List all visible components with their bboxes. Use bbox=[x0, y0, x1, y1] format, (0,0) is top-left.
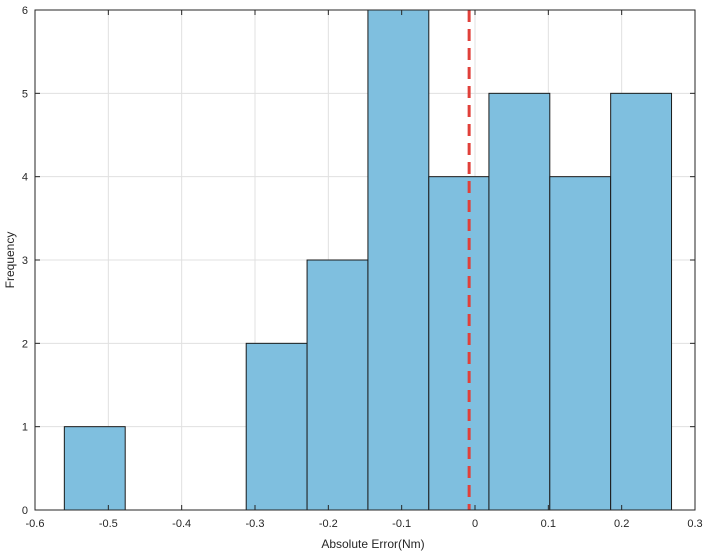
x-tick-label: 0.1 bbox=[541, 518, 556, 530]
histogram-bar bbox=[306, 259, 369, 511]
histogram-bar bbox=[428, 176, 490, 511]
y-tick-label: 3 bbox=[22, 255, 28, 267]
y-tick-label: 6 bbox=[22, 5, 28, 17]
y-tick-label: 4 bbox=[22, 172, 28, 184]
x-tick-label: -0.2 bbox=[319, 518, 338, 530]
histogram-bar bbox=[488, 92, 551, 511]
x-tick-label: 0.2 bbox=[614, 518, 629, 530]
axes bbox=[34, 9, 696, 511]
x-tick-label: 0.3 bbox=[687, 518, 702, 530]
y-tick-label: 5 bbox=[22, 88, 28, 100]
histogram-bar bbox=[367, 9, 430, 511]
y-axis-label: Frequency bbox=[3, 232, 17, 289]
tick-labels: -0.6 -0.5 -0.4 -0.3 -0.2 -0.1 0 0.1 0.2 0.3 0 1 2 3 4 5… bbox=[22, 5, 703, 530]
x-tick-label: -0.1 bbox=[392, 518, 411, 530]
histogram-bars bbox=[63, 9, 673, 511]
x-axis-label: Absolute Error(Nm) bbox=[321, 537, 424, 551]
histogram-bar bbox=[610, 92, 673, 511]
x-tick-label: -0.5 bbox=[99, 518, 118, 530]
y-tick-label: 2 bbox=[22, 338, 28, 350]
y-tick-label: 1 bbox=[22, 422, 28, 434]
y-tick-label: 0 bbox=[22, 505, 28, 517]
x-tick-label: -0.3 bbox=[246, 518, 265, 530]
x-tick-label: -0.4 bbox=[172, 518, 191, 530]
histogram-bar bbox=[63, 426, 126, 511]
x-tick-label: 0 bbox=[472, 518, 478, 530]
histogram-bar bbox=[245, 342, 308, 511]
x-tick-label: -0.6 bbox=[26, 518, 45, 530]
histogram-bar bbox=[549, 176, 612, 511]
